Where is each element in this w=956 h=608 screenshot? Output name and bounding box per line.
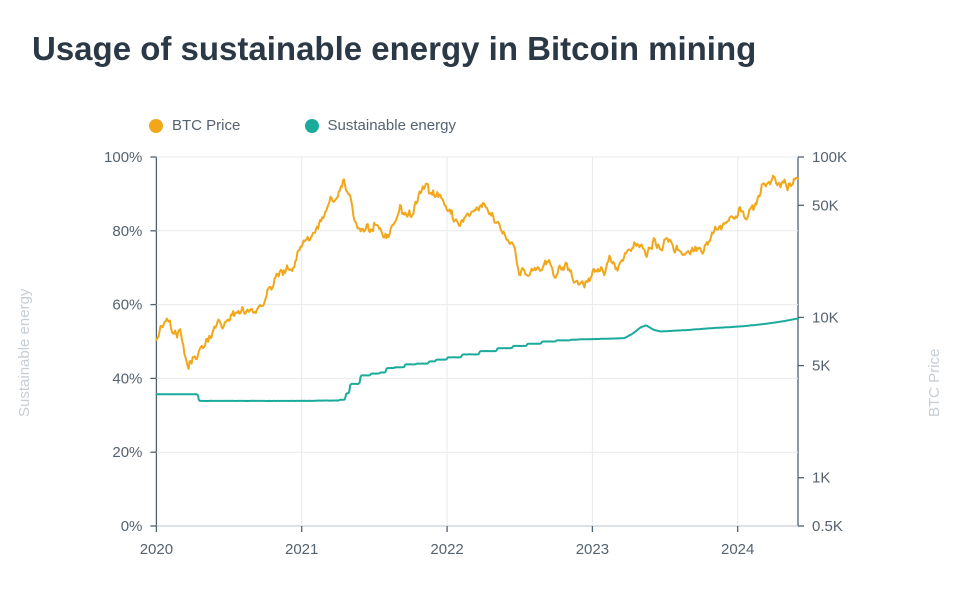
svg-text:2024: 2024 [721, 541, 754, 558]
svg-text:100%: 100% [104, 149, 142, 166]
svg-text:20%: 20% [112, 444, 142, 461]
svg-text:2022: 2022 [430, 541, 463, 558]
svg-text:2021: 2021 [285, 541, 318, 558]
svg-text:1K: 1K [812, 470, 830, 487]
svg-text:5K: 5K [812, 358, 830, 375]
svg-text:0.5K: 0.5K [812, 518, 843, 535]
svg-text:2023: 2023 [576, 541, 609, 558]
svg-text:50K: 50K [812, 197, 839, 214]
svg-text:40%: 40% [112, 370, 142, 387]
svg-text:10K: 10K [812, 309, 839, 326]
svg-text:100K: 100K [812, 149, 847, 166]
svg-text:80%: 80% [112, 223, 142, 240]
svg-text:0%: 0% [121, 518, 143, 535]
svg-text:2020: 2020 [140, 541, 173, 558]
svg-text:60%: 60% [112, 297, 142, 314]
